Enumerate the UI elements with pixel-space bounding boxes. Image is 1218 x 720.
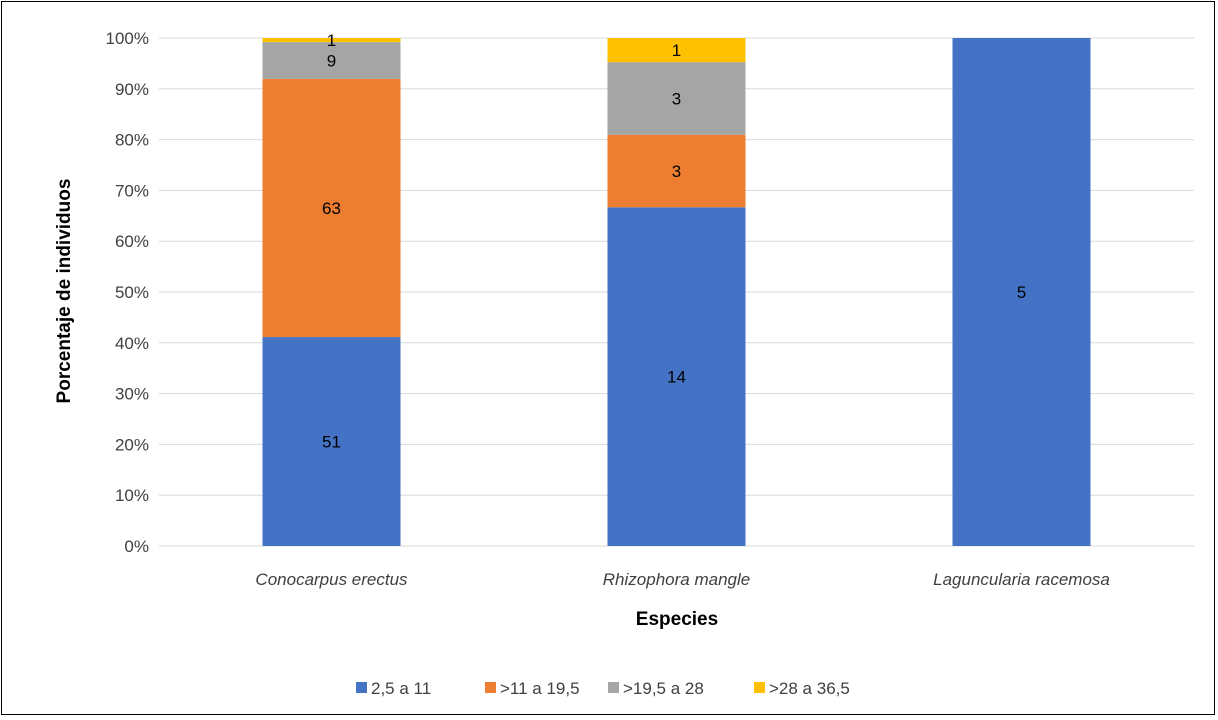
data-label: 1 bbox=[327, 31, 336, 50]
x-axis-title: Especies bbox=[636, 609, 718, 630]
legend-swatch bbox=[608, 682, 619, 693]
x-axis-categories: Conocarpus erectus Rhizophora mangle Lagun… bbox=[255, 570, 1109, 589]
bar-segment bbox=[952, 38, 1091, 546]
legend: 2,5 a 11 >11 a 19,5 >19,5 a 28 >28 a 36,5 bbox=[356, 679, 850, 698]
x-category-label: Laguncularia racemosa bbox=[933, 570, 1110, 589]
bar-segment bbox=[607, 207, 746, 547]
data-label: 3 bbox=[672, 89, 681, 108]
bar-segment bbox=[607, 134, 746, 208]
y-tick-label: 40% bbox=[115, 334, 149, 353]
bars bbox=[262, 38, 1091, 547]
y-tick-label: 20% bbox=[115, 435, 149, 454]
bar-segment bbox=[607, 38, 746, 63]
legend-label: >11 a 19,5 bbox=[500, 679, 580, 698]
data-label: 1 bbox=[672, 41, 681, 60]
y-tick-label: 10% bbox=[115, 486, 149, 505]
y-tick-label: 60% bbox=[115, 232, 149, 251]
bar-segment bbox=[262, 78, 401, 338]
bar-segment bbox=[262, 38, 401, 43]
y-tick-label: 100% bbox=[106, 29, 149, 48]
data-label: 51 bbox=[322, 433, 341, 452]
y-tick-label: 30% bbox=[115, 385, 149, 404]
y-axis-title: Porcentaje de individuos bbox=[54, 179, 75, 404]
legend-label: >19,5 a 28 bbox=[623, 679, 704, 698]
bar-segment bbox=[262, 42, 401, 79]
legend-label: 2,5 a 11 bbox=[371, 679, 431, 698]
y-axis-ticks: 0% 10% 20% 30% 40% 50% 60% 70% 80% 90% 100% bbox=[106, 29, 149, 556]
data-label: 63 bbox=[322, 199, 341, 218]
y-tick-label: 70% bbox=[115, 181, 149, 200]
legend-swatch bbox=[754, 682, 765, 693]
y-tick-label: 90% bbox=[115, 80, 149, 99]
data-label: 3 bbox=[672, 162, 681, 181]
bar-segment bbox=[262, 337, 401, 546]
x-category-label: Rhizophora mangle bbox=[603, 570, 750, 589]
data-labels: 51 63 9 1 14 3 3 1 5 bbox=[322, 31, 1026, 452]
y-tick-label: 50% bbox=[115, 283, 149, 302]
data-label: 9 bbox=[327, 52, 336, 71]
legend-swatch bbox=[356, 682, 367, 693]
bar-segment bbox=[607, 62, 746, 135]
y-tick-label: 80% bbox=[115, 131, 149, 150]
legend-swatch bbox=[485, 682, 496, 693]
x-category-label: Conocarpus erectus bbox=[255, 570, 408, 589]
legend-label: >28 a 36,5 bbox=[769, 679, 850, 698]
data-label: 5 bbox=[1017, 283, 1026, 302]
data-label: 14 bbox=[667, 368, 686, 387]
y-tick-label: 0% bbox=[124, 537, 149, 556]
